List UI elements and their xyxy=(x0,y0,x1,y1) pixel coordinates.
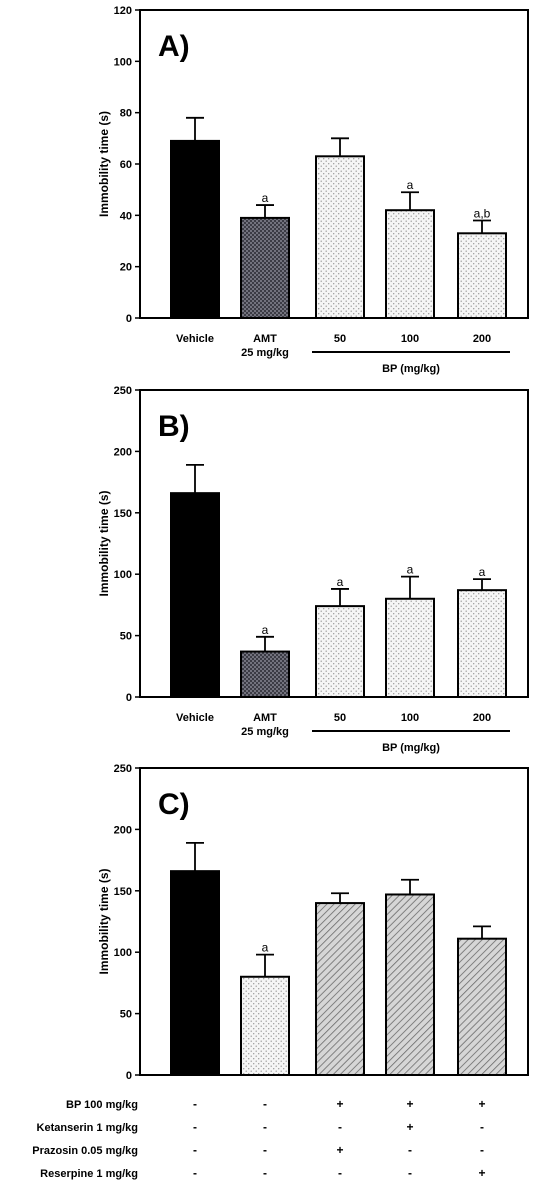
y-tick-label: 80 xyxy=(120,108,132,120)
y-tick-label: 60 xyxy=(120,159,132,171)
x-tick-label: Vehicle xyxy=(176,712,214,724)
bar xyxy=(240,650,290,699)
x-tick-label: 50 xyxy=(334,712,346,724)
condition-mark: + xyxy=(406,1120,413,1134)
y-axis-label: Immobility time (s) xyxy=(97,868,111,974)
condition-mark: - xyxy=(193,1097,197,1111)
bar xyxy=(170,870,220,1076)
condition-mark: - xyxy=(263,1097,267,1111)
significance-label: a xyxy=(337,575,344,589)
y-tick-label: 20 xyxy=(120,262,132,274)
condition-mark: - xyxy=(193,1120,197,1134)
significance-label: a xyxy=(262,941,269,955)
significance-label: a xyxy=(262,191,269,205)
significance-label: a xyxy=(262,623,269,637)
x-tick-label: 100 xyxy=(401,712,419,724)
y-tick-label: 0 xyxy=(126,692,132,704)
condition-mark: - xyxy=(338,1120,342,1134)
y-tick-label: 120 xyxy=(114,5,132,17)
x-tick-label: AMT 25 mg/kg xyxy=(241,712,289,738)
y-tick-label: 100 xyxy=(114,947,132,959)
bar xyxy=(457,589,507,698)
y-tick-label: 50 xyxy=(120,1009,132,1021)
condition-mark: + xyxy=(478,1166,485,1180)
x-tick-label: AMT 25 mg/kg xyxy=(241,333,289,359)
y-tick-label: 150 xyxy=(114,886,132,898)
significance-label: a xyxy=(479,565,486,579)
group-label: BP (mg/kg) xyxy=(382,742,440,754)
bar xyxy=(385,597,435,699)
significance-label: a xyxy=(407,178,414,192)
condition-mark: - xyxy=(480,1143,484,1157)
panel-label: B) xyxy=(158,410,190,443)
condition-mark: - xyxy=(263,1166,267,1180)
condition-mark: + xyxy=(336,1097,343,1111)
bar xyxy=(170,492,220,699)
condition-mark: - xyxy=(263,1120,267,1134)
y-tick-label: 200 xyxy=(114,824,132,836)
condition-mark: + xyxy=(336,1143,343,1157)
bar xyxy=(170,139,220,319)
x-tick-label: 100 xyxy=(401,333,419,345)
significance-label: a,b xyxy=(474,206,491,220)
group-label: BP (mg/kg) xyxy=(382,363,440,375)
condition-label: Prazosin 0.05 mg/kg xyxy=(32,1145,138,1157)
y-tick-label: 250 xyxy=(114,763,132,775)
chart-panel-1: 0 20 40 60 80 100 120 Immobility time (s) A) a a a,… xyxy=(97,5,529,375)
bar xyxy=(315,155,365,319)
y-tick-label: 150 xyxy=(114,508,132,520)
x-tick-label: 200 xyxy=(473,333,491,345)
condition-mark: - xyxy=(408,1143,412,1157)
condition-mark: - xyxy=(193,1143,197,1157)
y-tick-label: 100 xyxy=(114,56,132,68)
y-tick-label: 200 xyxy=(114,446,132,458)
bar xyxy=(385,209,435,319)
panel-label: A) xyxy=(158,30,190,63)
bar xyxy=(457,232,507,319)
y-tick-label: 50 xyxy=(120,631,132,643)
y-tick-label: 0 xyxy=(126,1070,132,1082)
significance-label: a xyxy=(407,563,414,577)
chart-panel-3: 0 50 100 150 200 250 Immobility time (s) C) a BP … xyxy=(32,763,529,1180)
bar xyxy=(240,216,290,319)
y-axis-label: Immobility time (s) xyxy=(97,111,111,217)
bar xyxy=(315,605,365,698)
x-tick-label: 200 xyxy=(473,712,491,724)
condition-mark: - xyxy=(480,1120,484,1134)
y-tick-label: 250 xyxy=(114,385,132,397)
condition-mark: - xyxy=(408,1166,412,1180)
condition-label: BP 100 mg/kg xyxy=(66,1099,138,1111)
bar xyxy=(240,975,290,1077)
condition-mark: + xyxy=(478,1097,485,1111)
y-tick-label: 40 xyxy=(120,210,132,222)
condition-mark: - xyxy=(338,1166,342,1180)
x-tick-label: 50 xyxy=(334,333,346,345)
y-tick-label: 0 xyxy=(126,313,132,325)
x-tick-label: Vehicle xyxy=(176,333,214,345)
condition-mark: - xyxy=(193,1166,197,1180)
bar xyxy=(457,937,507,1077)
bar xyxy=(385,893,435,1077)
y-axis-label: Immobility time (s) xyxy=(97,490,111,596)
y-tick-label: 100 xyxy=(114,569,132,581)
panel-label: C) xyxy=(158,788,190,821)
condition-label: Reserpine 1 mg/kg xyxy=(40,1168,138,1180)
chart-panel-2: 0 50 100 150 200 250 Immobility time (s) B) a a a a… xyxy=(97,385,529,754)
condition-mark: - xyxy=(263,1143,267,1157)
condition-label: Ketanserin 1 mg/kg xyxy=(37,1122,138,1134)
bar xyxy=(315,902,365,1077)
condition-mark: + xyxy=(406,1097,413,1111)
